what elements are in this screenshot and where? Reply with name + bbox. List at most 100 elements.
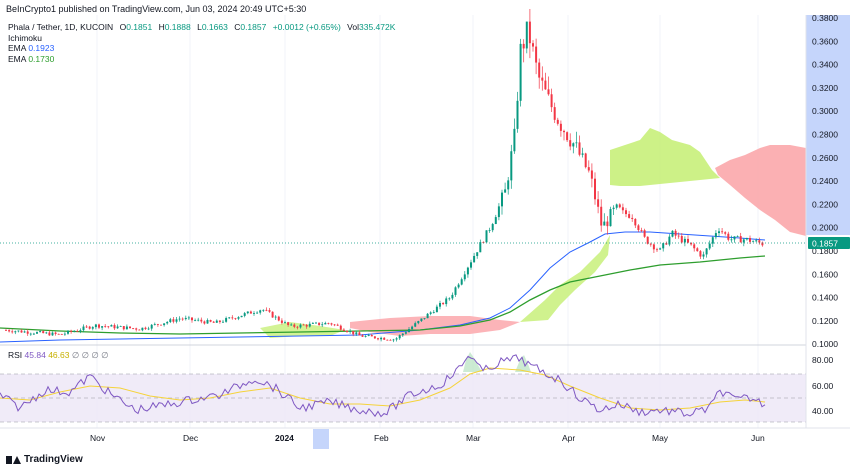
candle-body (70, 330, 73, 332)
candle-body (643, 230, 646, 237)
candle-body (519, 43, 522, 101)
candle-body (448, 298, 451, 300)
candle-body (736, 236, 739, 237)
candle-body (243, 313, 246, 316)
candle-body (476, 252, 479, 256)
candle-body (538, 62, 541, 78)
ema-slow-label[interactable]: EMA (8, 53, 26, 64)
candle-body (293, 324, 296, 327)
candle-body (39, 331, 42, 333)
candle-body (110, 325, 113, 327)
candle-body (671, 230, 674, 237)
price-tick: 0.3200 (812, 83, 838, 93)
candle-body (249, 311, 252, 314)
candle-body (429, 312, 432, 314)
candle-body (5, 330, 7, 331)
time-tick: 2024 (275, 433, 294, 443)
candle-body (57, 333, 60, 335)
rsi-ma-line (0, 367, 766, 411)
candle-body (76, 331, 79, 332)
candle-body (333, 324, 336, 326)
time-tick: Jun (751, 433, 765, 443)
price-tick: 0.1000 (812, 339, 838, 349)
candle-body (132, 328, 135, 329)
candle-body (411, 326, 414, 330)
candle-body (200, 319, 203, 322)
tradingview-footer[interactable]: TradingView (6, 454, 83, 465)
candle-body (380, 337, 383, 340)
candle-body (439, 303, 441, 307)
candle-body (327, 322, 330, 324)
candle-body (631, 217, 634, 219)
tradingview-logo-icon (6, 455, 21, 465)
price-tick: 0.1600 (812, 269, 838, 279)
symbol-row[interactable]: Phala / Tether, 1D, KUCOIN O0.1851 H0.18… (8, 22, 395, 33)
candle-body (104, 326, 107, 327)
candle-body (116, 326, 119, 329)
cloud-bear-early (350, 316, 520, 336)
candle-body (373, 336, 376, 339)
candle-body (277, 316, 280, 321)
candle-body (296, 326, 299, 328)
time-axis-highlight[interactable] (313, 429, 329, 449)
ichimoku-row[interactable]: Ichimoku (8, 33, 395, 44)
candle-body (141, 327, 144, 331)
candle-body (572, 143, 575, 147)
candle-body (451, 294, 454, 299)
candle-body (556, 119, 559, 124)
rsi-legend[interactable]: RSI 45.84 46.63 ∅ ∅ ∅ ∅ (8, 350, 109, 361)
candle-body (749, 237, 751, 242)
price-axis-highlight[interactable] (806, 15, 850, 235)
symbol-name[interactable]: Phala / Tether, 1D, KUCOIN (8, 22, 114, 32)
candle-body (287, 322, 290, 326)
candle-body (358, 332, 361, 336)
candle-body (246, 311, 249, 314)
candle-body (51, 332, 54, 336)
candle-body (17, 330, 20, 332)
candle-body (569, 140, 572, 147)
rsi-overbought-fill (463, 352, 531, 372)
time-axis[interactable]: Nov Dec 2024 Feb Mar Apr May Jun (90, 433, 765, 443)
price-axis[interactable]: 0.3800 0.3600 0.3400 0.3200 0.3000 0.2800 0.26… (812, 13, 838, 349)
candle-body (364, 335, 367, 337)
candle-body (668, 236, 671, 245)
candle-body (485, 230, 488, 243)
ema-fast-label[interactable]: EMA (8, 43, 26, 53)
candle-body (699, 251, 702, 257)
candle-body (541, 77, 544, 81)
candle-body (392, 339, 395, 341)
candle-body (67, 330, 69, 334)
candle-body (259, 310, 262, 313)
ema-slow-row[interactable]: EMA 0.1730 (8, 54, 395, 65)
candle-body (187, 317, 190, 319)
candle-body (401, 333, 404, 336)
candle-body (256, 312, 259, 314)
candle-body (367, 335, 370, 336)
candle-body (85, 326, 88, 328)
rsi-tick: 60.00 (812, 381, 834, 391)
ema-fast-row[interactable]: EMA 0.1923 (8, 43, 395, 54)
candle-body (42, 331, 45, 334)
rsi-axis[interactable]: 80.00 60.00 40.00 (812, 355, 834, 416)
candle-body (231, 317, 234, 319)
time-tick: Dec (183, 433, 199, 443)
candle-body (318, 322, 321, 326)
candle-body (615, 204, 618, 208)
candle-body (48, 332, 51, 336)
candle-body (153, 324, 156, 325)
rsi-label[interactable]: RSI (8, 350, 23, 360)
ichimoku-label[interactable]: Ichimoku (8, 32, 43, 43)
candle-body (491, 224, 494, 231)
candle-body (408, 329, 410, 333)
candle-body (696, 248, 699, 252)
ema-slow-value: 0.1730 (28, 53, 55, 64)
candle-body (528, 21, 531, 44)
candle-body (342, 329, 345, 331)
candle-body (91, 327, 94, 329)
candle-body (473, 255, 476, 263)
candle-body (23, 331, 26, 333)
price-tick: 0.2200 (812, 199, 838, 209)
candle-body (234, 318, 237, 320)
cloud-bull-early (260, 322, 345, 338)
